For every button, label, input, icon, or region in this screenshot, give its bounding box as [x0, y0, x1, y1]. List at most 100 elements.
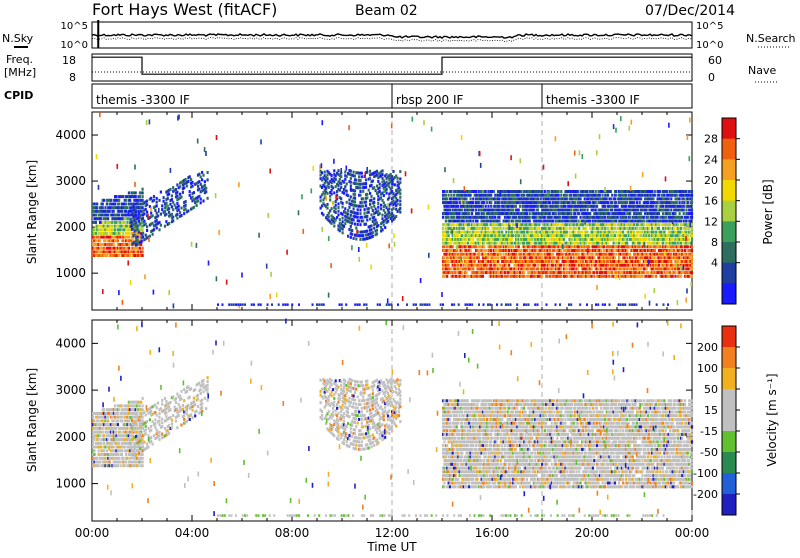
range-cell	[648, 234, 650, 237]
range-cell	[651, 227, 653, 230]
range-cell	[558, 260, 560, 263]
power-colorbar-label: Power [dB]	[761, 179, 775, 244]
range-cell	[326, 203, 328, 206]
range-cell	[483, 201, 485, 204]
range-cell	[639, 245, 641, 248]
range-cell	[578, 227, 580, 230]
range-cell	[121, 210, 123, 213]
range-cell	[512, 209, 514, 212]
range-cell	[183, 212, 185, 215]
range-cell	[657, 201, 659, 204]
range-cell	[672, 275, 674, 278]
range-cell	[632, 256, 634, 259]
range-cell	[624, 227, 626, 230]
range-cell	[622, 231, 624, 234]
range-cell	[102, 203, 104, 206]
range-cell	[465, 238, 467, 241]
range-cell	[340, 182, 342, 185]
range-cell	[384, 226, 386, 229]
range-cell	[515, 205, 517, 208]
range-cell	[525, 234, 527, 237]
range-cell	[489, 238, 491, 241]
range-cell	[606, 197, 608, 200]
range-cell	[377, 195, 379, 198]
range-cell	[180, 214, 182, 217]
range-cell	[156, 212, 158, 215]
range-cell	[529, 220, 531, 223]
range-cell	[156, 204, 158, 207]
range-cell	[592, 260, 594, 263]
range-cell	[654, 194, 656, 197]
range-cell	[179, 211, 181, 214]
range-cell	[376, 185, 378, 188]
range-cell	[361, 201, 363, 204]
range-cell	[486, 223, 488, 226]
range-cell	[487, 256, 489, 259]
range-cell	[333, 191, 335, 194]
range-cell	[443, 245, 445, 248]
range-cell	[608, 275, 610, 278]
range-cell	[478, 231, 480, 234]
range-cell	[560, 194, 562, 197]
range-cell	[507, 275, 509, 278]
cpid-segment-label: themis -3300 IF	[96, 93, 190, 107]
range-cell	[607, 234, 609, 237]
range-cell	[624, 267, 626, 270]
cpid-segment-label: rbsp 200 IF	[396, 93, 463, 107]
range-cell	[442, 227, 444, 230]
range-cell	[580, 216, 582, 219]
range-cell	[465, 260, 467, 263]
range-cell	[672, 238, 674, 241]
range-cell	[331, 207, 333, 210]
range-cell	[122, 195, 124, 198]
range-cell	[610, 190, 612, 193]
y-tick-label: 2000	[55, 220, 86, 234]
range-cell	[479, 242, 481, 245]
range-cell	[586, 238, 588, 241]
range-cell	[629, 212, 631, 215]
range-cell	[380, 196, 382, 199]
range-cell	[538, 223, 540, 226]
range-cell	[135, 214, 137, 217]
range-cell	[370, 206, 372, 209]
range-cell	[146, 203, 148, 206]
range-cell	[353, 171, 355, 174]
range-cell	[654, 227, 656, 230]
range-cell	[153, 195, 155, 198]
range-cell	[570, 227, 572, 230]
range-cell	[373, 227, 375, 230]
range-cell	[461, 249, 463, 252]
range-cell	[377, 224, 379, 227]
range-cell	[160, 191, 162, 194]
range-cell	[596, 271, 598, 274]
range-cell	[128, 247, 130, 250]
nave-label: Nave	[748, 64, 776, 77]
range-cell	[464, 264, 466, 267]
range-cell	[399, 203, 401, 206]
range-cell	[359, 223, 361, 226]
range-cell	[537, 209, 539, 212]
range-cell	[368, 189, 370, 192]
range-cell	[136, 202, 138, 205]
range-cell	[523, 271, 525, 274]
range-cell	[552, 260, 554, 263]
range-cell	[152, 214, 154, 217]
range-cell	[482, 205, 484, 208]
range-cell	[529, 216, 531, 219]
range-cell	[180, 196, 182, 199]
range-cell	[593, 256, 595, 259]
range-cell	[597, 242, 599, 245]
range-cell	[383, 194, 385, 197]
range-cell	[560, 249, 562, 252]
range-cell	[613, 231, 615, 234]
range-cell	[586, 190, 588, 193]
range-cell	[487, 227, 489, 230]
range-cell	[168, 193, 170, 196]
range-cell	[126, 206, 128, 209]
range-cell	[128, 232, 130, 235]
range-cell	[643, 264, 645, 267]
range-cell	[124, 221, 126, 224]
range-cell	[679, 234, 681, 237]
range-cell	[366, 215, 368, 218]
range-cell	[381, 214, 383, 217]
